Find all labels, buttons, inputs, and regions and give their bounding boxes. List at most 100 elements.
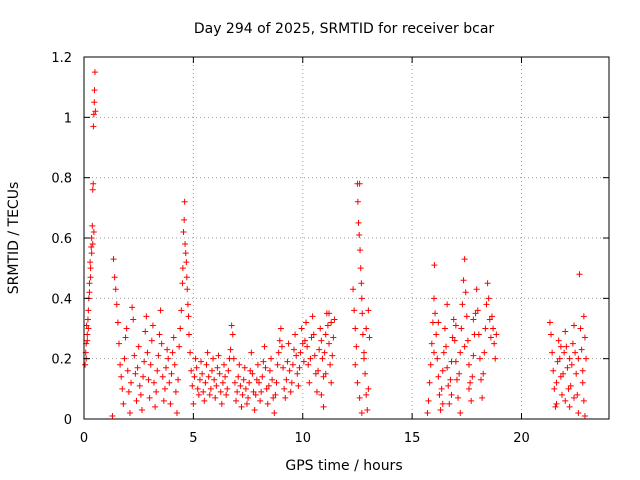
data-point [461,343,468,350]
data-point [183,259,190,266]
data-point [149,322,156,329]
data-point [152,403,159,410]
data-point [161,385,168,392]
data-point [166,379,173,386]
data-point [280,364,287,371]
data-point [274,361,281,368]
data-point [84,316,91,323]
data-point [251,406,258,413]
data-point [203,361,210,368]
data-point [566,355,573,362]
data-point [83,322,90,329]
data-point [228,322,235,329]
data-point [265,382,272,389]
data-point [436,391,443,398]
data-point [488,313,495,320]
data-point [205,373,212,380]
data-point [262,364,269,371]
data-point [492,355,499,362]
data-point [196,376,203,383]
data-point [212,394,219,401]
data-point [132,370,139,377]
data-point [192,355,199,362]
chart-title: Day 294 of 2025, SRMTID for receiver bca… [194,21,495,37]
data-point [463,313,470,320]
data-point [311,352,318,359]
data-point [354,379,361,386]
data-point [84,331,91,338]
data-point [224,385,231,392]
data-point [444,364,451,371]
data-point [123,325,130,332]
grid-lines [84,57,609,419]
data-point [551,385,558,392]
data-point [557,373,564,380]
data-point [286,367,293,374]
data-point [453,376,460,383]
data-point [238,403,245,410]
data-point [300,358,307,365]
data-point [303,319,310,326]
data-point [569,340,576,347]
y-tick-label: 0.8 [51,172,72,187]
data-point [361,349,367,356]
data-point [553,400,560,407]
data-point [86,289,93,296]
data-point [187,349,194,356]
data-point [182,250,189,257]
data-point [82,361,89,368]
data-point [90,123,97,130]
data-point [259,373,266,380]
data-point [85,325,92,332]
data-point [312,370,319,377]
data-point [266,367,273,374]
data-point [457,409,464,416]
data-point [444,301,451,308]
data-point [130,316,137,323]
data-point [178,307,185,314]
data-point [276,337,283,344]
data-point [85,307,92,314]
data-point [356,180,363,187]
data-point [491,340,498,347]
data-point [287,388,294,395]
data-point [171,361,178,368]
data-point [457,349,464,356]
data-point [567,382,574,389]
data-point [269,376,276,383]
data-point [328,379,335,386]
data-point [181,216,188,223]
data-point [575,409,582,416]
data-point [157,307,164,314]
data-point [260,358,267,365]
data-point [363,325,370,332]
data-point [324,322,331,329]
data-point [571,322,577,329]
data-point [91,69,98,76]
data-point [428,340,435,347]
data-point [484,280,491,287]
data-point [361,355,367,362]
data-point [112,286,119,293]
data-point [306,379,313,386]
data-point [437,406,444,413]
data-point [138,406,145,413]
data-point [261,343,268,350]
data-point [431,295,437,302]
data-point [354,198,361,205]
data-point [250,388,257,395]
data-point [298,325,305,332]
data-point [459,301,466,308]
data-point [140,373,147,380]
data-point [207,385,214,392]
data-point [172,388,179,395]
data-point [148,337,155,344]
data-point [272,391,279,398]
data-point [451,337,458,344]
data-point [179,265,186,272]
data-point [568,361,575,368]
data-point [118,373,125,380]
y-tick-label: 1.2 [51,51,72,66]
data-point [109,412,116,419]
